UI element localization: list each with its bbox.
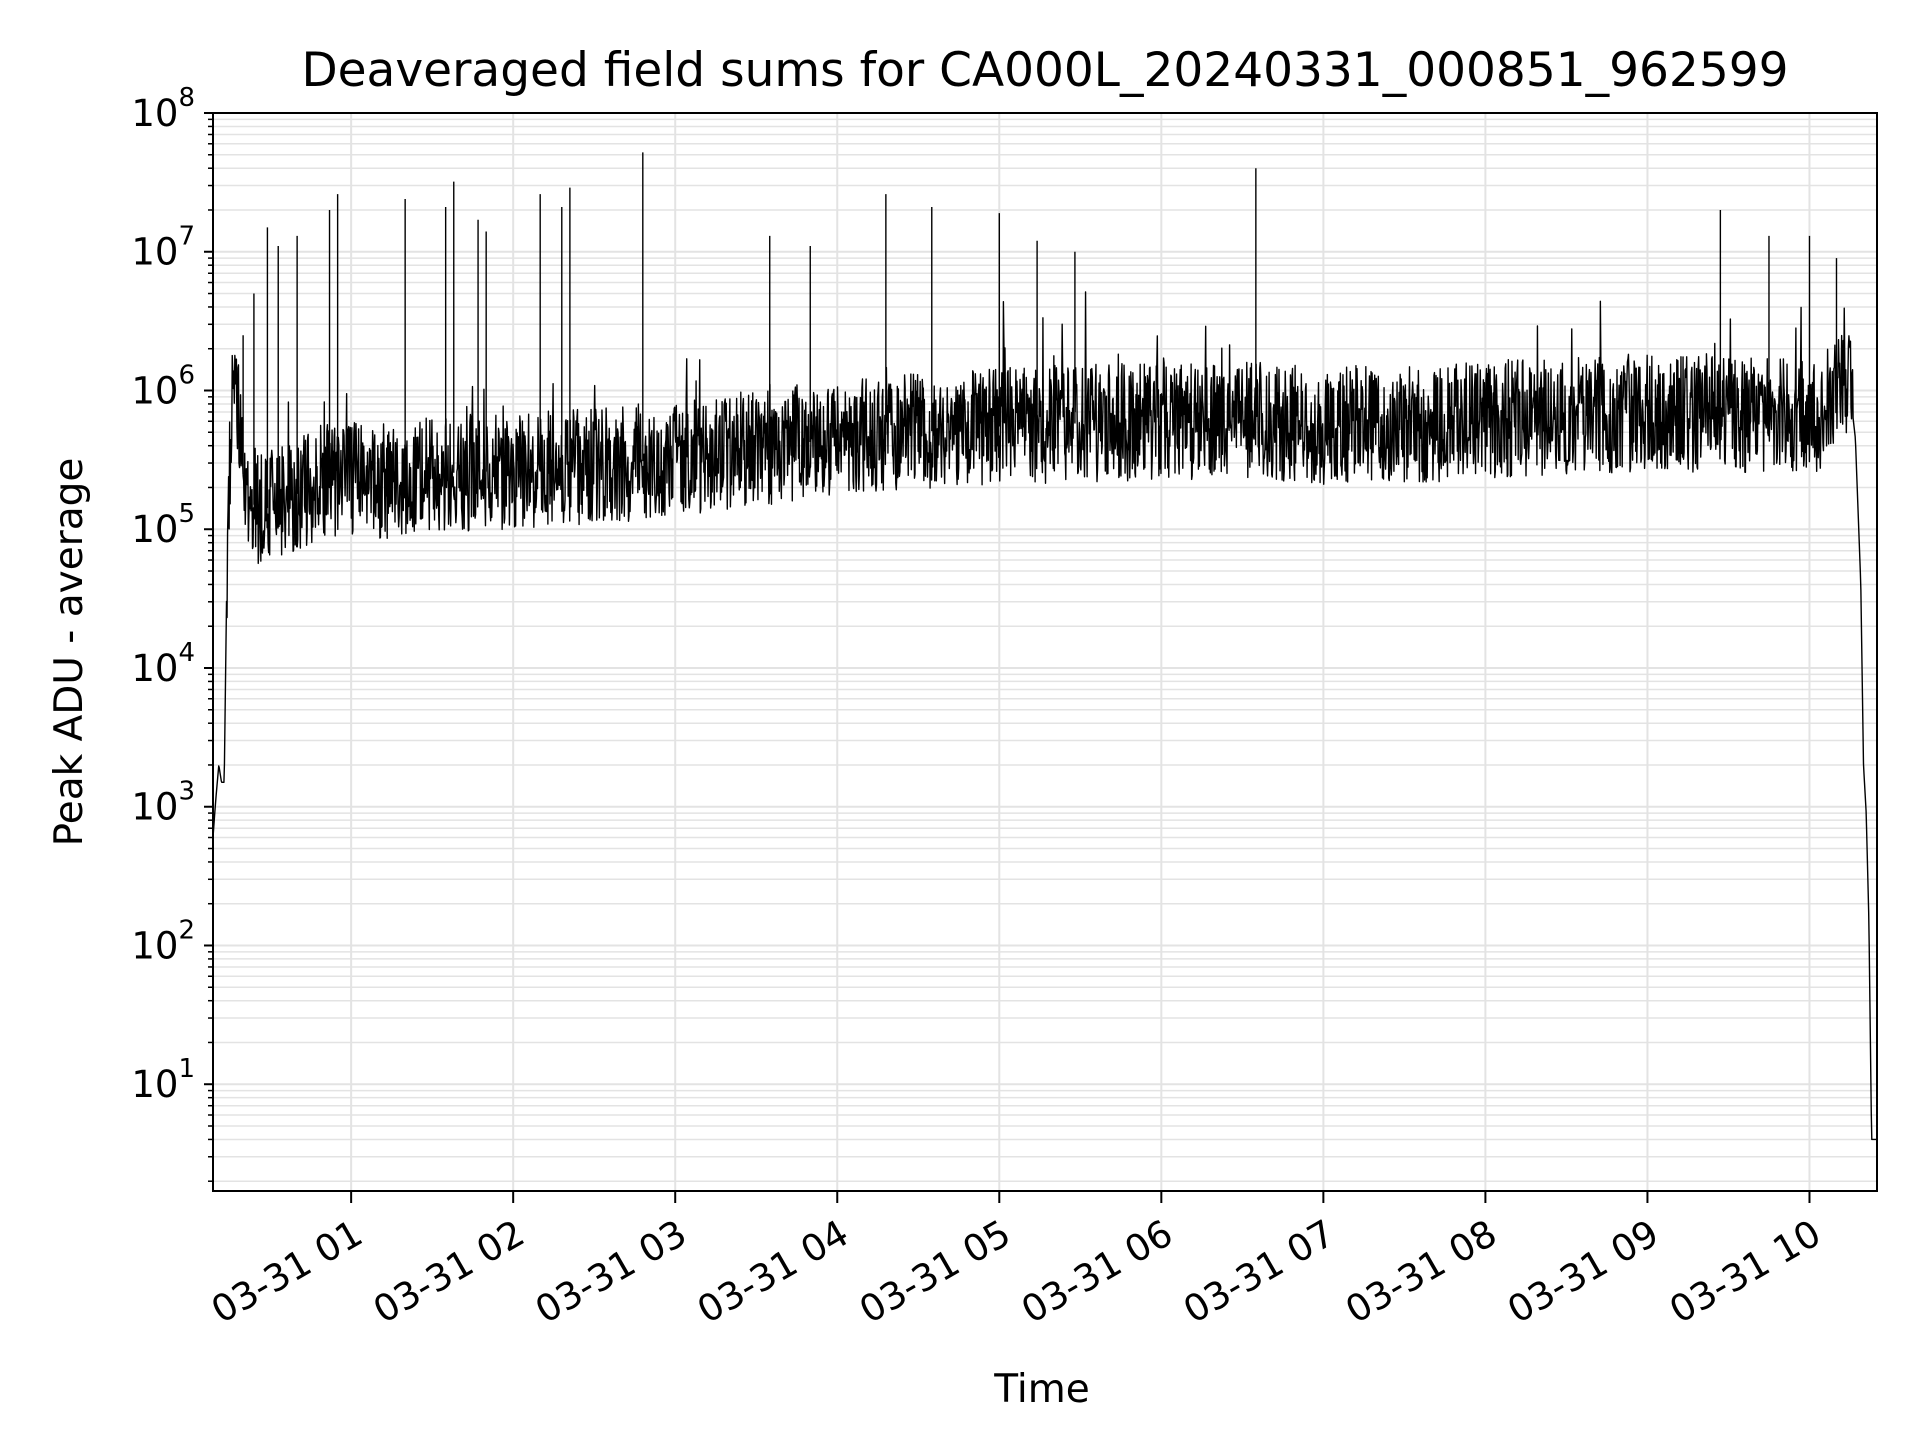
plot-area xyxy=(212,152,1878,1141)
y-tick-base: 10 xyxy=(131,924,178,967)
y-axis-label: Peak ADU - average xyxy=(47,458,92,847)
y-tick-base: 10 xyxy=(131,92,178,135)
series-line xyxy=(212,291,1878,1141)
y-tick-label: 106 xyxy=(131,360,195,412)
y-tick-label: 108 xyxy=(131,83,195,135)
y-tick-label: 103 xyxy=(131,777,195,829)
y-tick-base: 10 xyxy=(131,1063,178,1106)
y-tick-exponent: 2 xyxy=(178,915,195,945)
y-tick-exponent: 7 xyxy=(178,222,195,252)
y-tick-label: 102 xyxy=(131,915,195,967)
y-tick-label: 107 xyxy=(131,222,195,274)
y-tick-exponent: 4 xyxy=(178,638,195,668)
x-axis-label: Time xyxy=(993,1367,1089,1412)
chart-title: Deaveraged field sums for CA000L_2024033… xyxy=(301,43,1788,98)
y-tick-exponent: 1 xyxy=(178,1054,195,1084)
y-tick-base: 10 xyxy=(131,369,178,412)
y-tick-exponent: 6 xyxy=(178,360,195,390)
axes-frame xyxy=(212,112,1878,1192)
y-tick-exponent: 8 xyxy=(178,83,195,113)
y-tick-base: 10 xyxy=(131,647,178,690)
y-tick-label: 105 xyxy=(131,499,195,551)
y-tick-base: 10 xyxy=(131,508,178,551)
y-tick-base: 10 xyxy=(131,231,178,274)
y-tick-base: 10 xyxy=(131,786,178,829)
y-tick-exponent: 5 xyxy=(178,499,195,529)
y-tick-label: 104 xyxy=(131,638,195,690)
y-tick-exponent: 3 xyxy=(178,777,195,807)
y-tick-label: 101 xyxy=(131,1054,195,1106)
